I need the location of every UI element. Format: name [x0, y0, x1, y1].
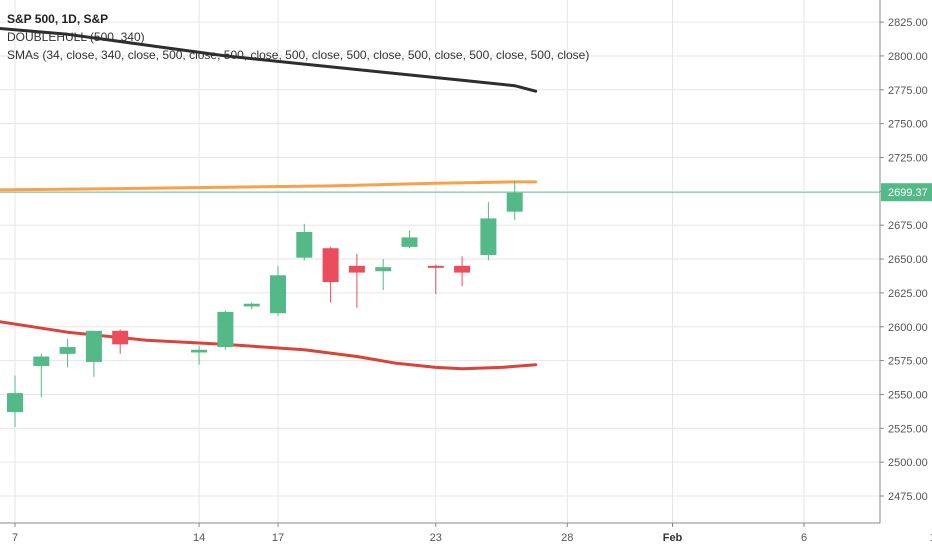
candle[interactable] [296, 223, 313, 261]
candle-body [217, 311, 234, 348]
candle-body [322, 248, 339, 283]
candle[interactable] [480, 202, 497, 261]
candle[interactable] [375, 259, 392, 291]
candle-body [85, 330, 102, 362]
x-tick-label: 17 [272, 532, 284, 544]
ma-line-red-line [0, 320, 538, 371]
x-tick-label: 28 [561, 532, 573, 544]
candle-body [59, 347, 76, 354]
ma-line-orange-line [0, 180, 538, 192]
candle-body [427, 265, 444, 268]
candle-body [243, 303, 260, 307]
x-tick-label: 11 [930, 532, 932, 544]
x-tick-label: 6 [801, 532, 807, 544]
y-tick-label: 2600.00 [888, 322, 928, 334]
candle[interactable] [270, 265, 286, 316]
candle-body [375, 267, 392, 272]
candle[interactable] [112, 329, 129, 354]
candle[interactable] [454, 256, 471, 287]
candle[interactable] [322, 246, 339, 303]
candle[interactable] [217, 310, 234, 350]
candle[interactable] [348, 253, 365, 308]
ma-line-black-line [0, 26, 538, 93]
y-tick-label: 2800.00 [888, 51, 928, 63]
y-tick-label: 2500.00 [888, 457, 928, 469]
y-tick-label: 2675.00 [888, 220, 928, 232]
candle-body [33, 356, 50, 367]
candle[interactable] [85, 330, 102, 377]
y-tick-label: 2575.00 [888, 356, 928, 368]
y-tick-label: 2825.00 [888, 17, 928, 29]
candle[interactable] [191, 345, 208, 365]
y-tick-label: 2775.00 [888, 85, 928, 97]
y-tick-label: 2750.00 [888, 119, 928, 131]
y-tick-label: 2725.00 [888, 153, 928, 165]
y-tick-label: 2625.00 [888, 288, 928, 300]
candle-body [112, 330, 129, 345]
candle-body [7, 393, 23, 413]
candle[interactable] [427, 264, 444, 295]
candle[interactable] [243, 302, 260, 310]
candle-body [270, 275, 286, 314]
candle[interactable] [401, 230, 418, 249]
candle[interactable] [506, 180, 523, 220]
y-tick-label: 2475.00 [888, 491, 928, 503]
candle[interactable] [7, 375, 23, 427]
candle[interactable] [33, 353, 50, 398]
x-tick-label: 7 [12, 532, 18, 544]
x-tick-label: 14 [193, 532, 205, 544]
candle[interactable] [59, 338, 76, 368]
candle-body [348, 265, 365, 273]
y-tick-label: 2525.00 [888, 423, 928, 435]
x-tick-label: 23 [430, 532, 442, 544]
candle-body [506, 192, 523, 212]
last-price-tag [881, 183, 932, 202]
candle-body [296, 231, 313, 258]
y-tick-label: 2650.00 [888, 254, 928, 266]
y-tick-label: 2550.00 [888, 389, 928, 401]
last-price-label: 2699.37 [888, 187, 928, 199]
candle-body [454, 265, 471, 273]
candle-body [480, 218, 497, 255]
x-tick-label: Feb [663, 532, 683, 544]
candle-body [191, 349, 208, 353]
candle-body [401, 237, 418, 247]
